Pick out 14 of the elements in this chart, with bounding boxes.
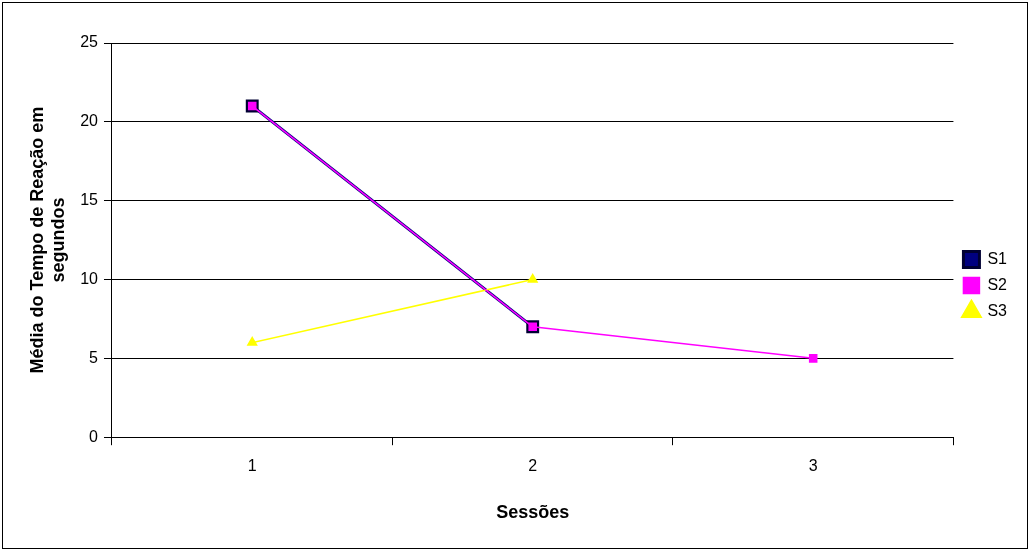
legend-label: S1 xyxy=(987,249,1008,267)
legend-label: S3 xyxy=(987,301,1008,319)
x-tick-label: 1 xyxy=(247,457,257,475)
y-tick-label: 25 xyxy=(80,33,99,51)
y-axis-title: Média do Tempo de Reação em segundos xyxy=(26,106,69,374)
x-tick-label: 2 xyxy=(528,457,538,475)
y-tick-label: 0 xyxy=(89,427,99,445)
y-tick-label: 5 xyxy=(89,348,99,366)
x-tick-label: 3 xyxy=(808,457,818,475)
legend-label: S2 xyxy=(987,275,1008,293)
y-tick-label: 15 xyxy=(80,191,99,209)
y-tick-label: 10 xyxy=(80,269,99,287)
x-axis-title: Sessões xyxy=(496,502,570,523)
y-tick-label: 20 xyxy=(80,112,99,130)
